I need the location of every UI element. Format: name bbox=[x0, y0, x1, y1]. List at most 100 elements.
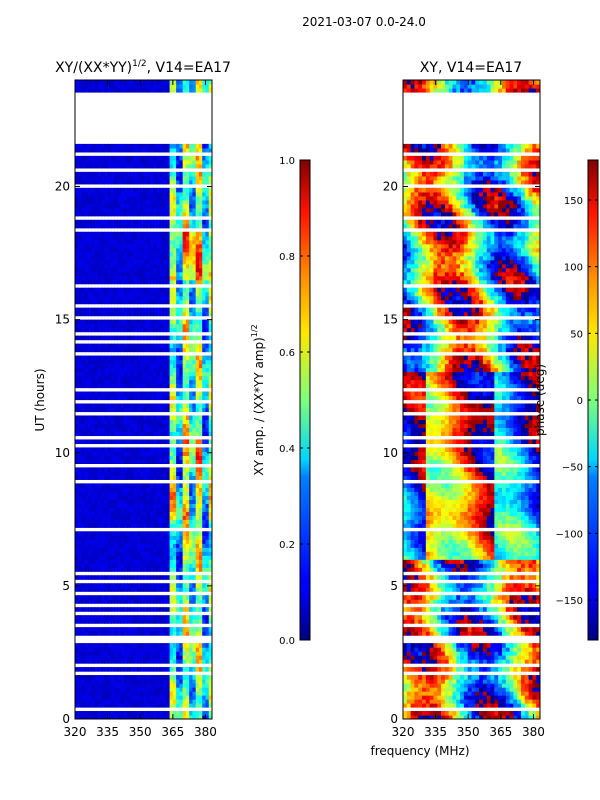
amplitude-cell bbox=[169, 259, 174, 265]
amplitude-cell bbox=[120, 203, 125, 209]
amplitude-cell bbox=[94, 431, 99, 437]
amplitude-cell bbox=[104, 667, 109, 672]
amplitude-cell bbox=[159, 483, 164, 488]
amplitude-cell bbox=[208, 295, 212, 301]
amplitude-cell bbox=[91, 451, 96, 457]
amplitude-cell bbox=[208, 143, 212, 149]
amplitude-cell bbox=[159, 271, 164, 277]
amplitude-cell bbox=[182, 651, 187, 656]
amplitude-cell bbox=[88, 667, 92, 672]
amplitude-cell bbox=[91, 179, 96, 185]
amplitude-cell bbox=[117, 179, 122, 185]
amplitude-cell bbox=[140, 643, 145, 648]
amplitude-cell bbox=[127, 699, 132, 704]
amplitude-cell bbox=[104, 427, 109, 433]
amplitude-cell bbox=[185, 403, 190, 409]
amplitude-cell bbox=[91, 539, 96, 544]
amplitude-cell bbox=[208, 267, 212, 273]
amplitude-cell bbox=[169, 499, 174, 504]
amplitude-cell bbox=[133, 259, 138, 265]
amplitude-cell bbox=[97, 631, 102, 636]
amplitude-cell bbox=[88, 531, 92, 536]
amplitude-cell bbox=[104, 683, 109, 688]
amplitude-cell bbox=[189, 171, 194, 177]
amplitude-cell bbox=[130, 535, 135, 540]
amplitude-cell bbox=[189, 647, 194, 652]
amplitude-cell bbox=[91, 495, 96, 500]
amplitude-cell bbox=[143, 523, 148, 528]
amplitude-cell bbox=[182, 87, 187, 93]
amplitude-cell bbox=[189, 379, 194, 385]
amplitude-cell bbox=[146, 659, 151, 664]
amplitude-cell bbox=[133, 523, 138, 528]
amplitude-cell bbox=[88, 175, 92, 181]
amplitude-cell bbox=[123, 583, 128, 588]
amplitude-cell bbox=[150, 651, 154, 656]
amplitude-cell bbox=[136, 263, 141, 269]
amplitude-cell bbox=[114, 451, 119, 457]
amplitude-cell bbox=[88, 523, 92, 528]
amplitude-cell bbox=[179, 559, 184, 564]
amplitude-cell bbox=[110, 403, 115, 409]
amplitude-cell bbox=[81, 271, 86, 277]
amplitude-cell bbox=[176, 207, 180, 213]
amplitude-cell bbox=[185, 379, 190, 385]
amplitude-cell bbox=[110, 199, 115, 205]
amplitude-cell bbox=[88, 547, 92, 552]
amplitude-cell bbox=[110, 327, 115, 333]
amplitude-cell bbox=[153, 195, 158, 201]
amplitude-cell bbox=[88, 691, 92, 696]
amplitude-cell bbox=[81, 371, 86, 377]
amplitude-cell bbox=[101, 503, 105, 508]
amplitude-cell bbox=[117, 559, 122, 564]
amplitude-cell bbox=[104, 379, 109, 385]
amplitude-cell bbox=[117, 207, 122, 213]
amplitude-cell bbox=[195, 475, 200, 480]
amplitude-cell bbox=[81, 643, 86, 648]
amplitude-cell bbox=[182, 667, 187, 672]
amplitude-cell bbox=[192, 427, 197, 433]
amplitude-cell bbox=[159, 175, 164, 181]
amplitude-cell bbox=[104, 515, 109, 520]
amplitude-cell bbox=[133, 363, 138, 369]
amplitude-cell bbox=[133, 711, 138, 716]
amplitude-cell bbox=[94, 391, 99, 397]
amplitude-cell bbox=[78, 699, 83, 704]
amplitude-cell bbox=[198, 335, 203, 341]
amplitude-cell bbox=[156, 511, 161, 516]
amplitude-cell bbox=[179, 583, 184, 588]
amplitude-cell bbox=[94, 83, 99, 89]
amplitude-cell bbox=[78, 715, 83, 719]
amplitude-cell bbox=[133, 687, 138, 692]
amplitude-cell bbox=[88, 575, 92, 580]
amplitude-cell bbox=[123, 587, 128, 592]
amplitude-cell bbox=[169, 491, 174, 496]
amplitude-cell bbox=[130, 279, 135, 285]
amplitude-cell bbox=[133, 391, 138, 397]
amplitude-cell bbox=[88, 675, 92, 680]
amplitude-cell bbox=[192, 651, 197, 656]
amplitude-cell bbox=[208, 255, 212, 261]
amplitude-cell bbox=[133, 187, 138, 193]
amplitude-cell bbox=[133, 651, 138, 656]
amplitude-cell bbox=[133, 279, 138, 285]
amplitude-cell bbox=[179, 327, 184, 333]
amplitude-cell bbox=[88, 503, 92, 508]
amplitude-cell bbox=[104, 519, 109, 524]
amplitude-cell bbox=[123, 467, 128, 472]
amplitude-cell bbox=[133, 483, 138, 488]
amplitude-cell bbox=[195, 199, 200, 205]
amplitude-cell bbox=[123, 507, 128, 512]
amplitude-cell bbox=[182, 631, 187, 636]
amplitude-cell bbox=[84, 483, 89, 488]
amplitude-cell bbox=[107, 715, 112, 719]
amplitude-cell bbox=[91, 711, 96, 716]
amplitude-cell bbox=[192, 439, 197, 445]
amplitude-cell bbox=[198, 631, 203, 636]
amplitude-cell bbox=[88, 191, 92, 197]
amplitude-cell bbox=[91, 523, 96, 528]
amplitude-cell bbox=[182, 595, 187, 600]
amplitude-cell bbox=[110, 475, 115, 480]
amplitude-cell bbox=[75, 683, 79, 688]
amplitude-cell bbox=[97, 407, 102, 413]
